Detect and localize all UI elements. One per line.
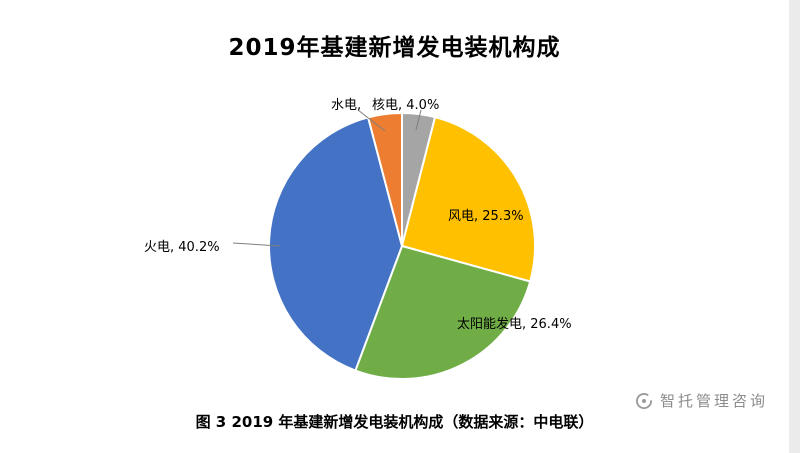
- watermark-text: 智托管理咨询: [660, 392, 769, 410]
- pie-label-solar: 太阳能发电, 26.4%: [457, 317, 572, 332]
- pie-label-thermal: 火电, 40.2%: [144, 240, 220, 255]
- leader-line-hydro: [357, 109, 386, 132]
- pie-label-wind: 风电, 25.3%: [448, 209, 524, 224]
- pie-label-nuclear: 核电, 4.0%: [372, 98, 440, 113]
- pie-slices-group: [268, 112, 536, 380]
- pie-slice-thermal: [268, 116, 403, 372]
- chart-title: 2019年基建新增发电装机构成: [228, 35, 561, 61]
- figure-caption: 图 3 2019 年基建新增发电装机构成（数据来源：中电联）: [195, 413, 594, 431]
- page-edge-strip: [789, 0, 800, 453]
- leader-line-nuclear: [415, 109, 422, 131]
- pie-slice-solar: [354, 245, 532, 380]
- leader-line-thermal: [232, 242, 281, 247]
- pie-label-hydro: 水电,: [331, 98, 362, 113]
- swirl-logo-icon: [636, 392, 653, 409]
- watermark: 智托管理咨询: [634, 390, 768, 411]
- pie-slice-wind: [401, 116, 536, 283]
